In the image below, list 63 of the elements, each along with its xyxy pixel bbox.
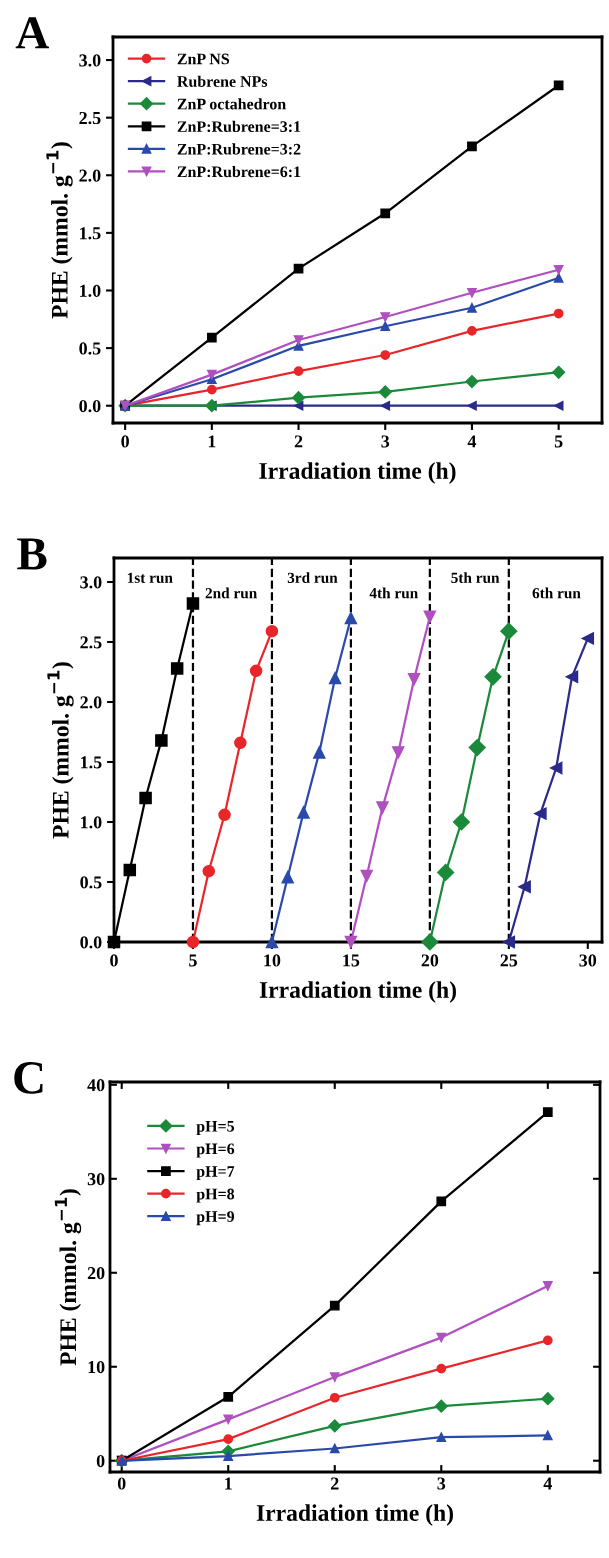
x-axis-title: Irradiation time (h) <box>259 981 456 1003</box>
x-axis-title: Irradiation time (h) <box>256 1504 453 1526</box>
y-tick-label: 20 <box>87 1267 105 1280</box>
y-tick-label: 40 <box>87 1079 105 1092</box>
annotation: 3rd run <box>287 572 338 583</box>
x-tick-label: 20 <box>421 954 439 967</box>
x-tick-label: 30 <box>579 954 597 967</box>
legend-label: ZnP:Rubrene=3:1 <box>177 120 301 133</box>
legend-label: pH=9 <box>196 1211 235 1226</box>
legend-label: pH=8 <box>196 1188 235 1203</box>
x-tick-label: 4 <box>543 1477 552 1490</box>
y-tick-label: 0.0 <box>79 399 101 413</box>
y-tick-label: 2.5 <box>80 636 102 649</box>
y-tick-label: 3.0 <box>79 54 101 67</box>
chart-title: B <box>17 538 47 570</box>
y-tick-label: 1.5 <box>80 227 101 240</box>
y-tick-label: 1.0 <box>80 284 101 298</box>
x-tick-label: 1 <box>208 435 216 448</box>
annotation: 2nd run <box>205 587 257 599</box>
y-tick-label: 2.0 <box>79 169 101 182</box>
legend-label: ZnP:Rubrene=6:1 <box>177 165 301 178</box>
annotation: 4th run <box>369 587 418 599</box>
legend-label: pH=5 <box>196 1121 235 1135</box>
x-tick-label: 4 <box>467 435 477 448</box>
annotation: 1st run <box>127 572 173 583</box>
legend-label: ZnP:Rubrene=3:2 <box>177 143 301 155</box>
legend-label: ZnP octahedron <box>177 98 286 110</box>
x-tick-label: 25 <box>500 954 518 967</box>
x-tick-label: 0 <box>110 954 118 967</box>
y-tick-label: 0.5 <box>79 342 101 355</box>
annotation: 6th run <box>532 587 581 599</box>
y-tick-label: 1.0 <box>81 816 102 829</box>
x-tick-label: 1 <box>225 1477 232 1490</box>
x-tick-label: 2 <box>331 1477 339 1490</box>
y-tick-label: 0.0 <box>80 936 102 949</box>
legend-label: pH=6 <box>196 1143 235 1158</box>
y-tick-label: 1.5 <box>81 756 102 769</box>
x-tick-label: 3 <box>381 435 390 448</box>
legend-label: pH=7 <box>196 1166 235 1181</box>
annotation: 5th run <box>451 572 500 583</box>
legend-label: Rubrene NPs <box>177 75 268 87</box>
y-axis-title: PHE (mmol. g$^{−1}$) <box>54 1189 82 1366</box>
y-tick-label: 0 <box>96 1454 105 1468</box>
x-tick-label: 0 <box>117 1477 126 1490</box>
x-tick-label: 5 <box>554 435 563 448</box>
y-tick-label: 3.0 <box>80 576 102 589</box>
chart-title: C <box>14 1062 43 1094</box>
x-tick-label: 0 <box>121 435 129 448</box>
y-tick-label: 2.0 <box>80 696 102 709</box>
y-tick-label: 10 <box>88 1361 105 1374</box>
y-tick-label: 0.5 <box>80 876 102 889</box>
x-tick-label: 15 <box>343 954 360 967</box>
x-tick-label: 5 <box>189 954 197 967</box>
y-tick-label: 30 <box>87 1173 105 1186</box>
x-tick-label: 2 <box>294 435 303 448</box>
x-axis-title: Irradiation time (h) <box>259 462 456 484</box>
y-axis-title: PHE (mmol. g$^{−1}$) <box>47 662 74 839</box>
y-tick-label: 2.5 <box>79 111 101 125</box>
x-tick-label: 10 <box>264 954 281 967</box>
chart-title: A <box>15 17 49 49</box>
legend-label: ZnP NS <box>177 53 230 65</box>
x-tick-label: 3 <box>437 1477 446 1490</box>
y-axis-title: PHE (mmol. g$^{−1}$) <box>46 142 73 319</box>
